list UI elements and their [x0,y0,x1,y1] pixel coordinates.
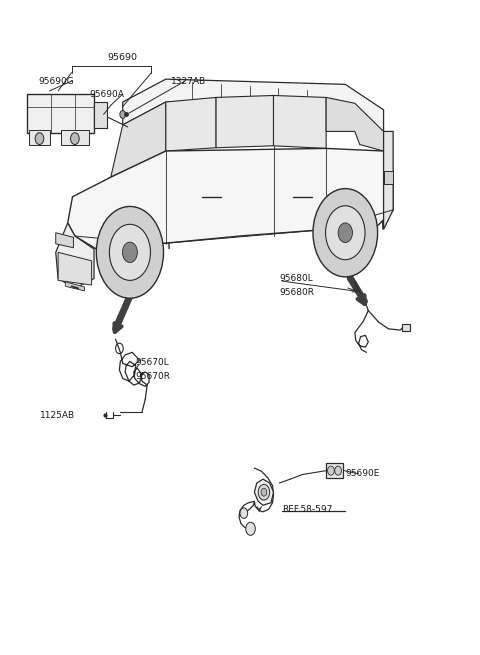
Text: 1125AB: 1125AB [40,411,75,420]
Polygon shape [29,130,50,145]
Circle shape [338,223,352,242]
Polygon shape [326,98,384,151]
Polygon shape [384,171,393,183]
Circle shape [122,242,137,263]
Polygon shape [166,98,216,151]
Circle shape [313,189,378,277]
Polygon shape [56,233,73,248]
Polygon shape [56,223,94,288]
Polygon shape [111,102,166,177]
Polygon shape [58,252,92,285]
Circle shape [71,133,79,145]
Circle shape [325,206,365,259]
Text: 95680L: 95680L [279,274,313,283]
Circle shape [96,206,164,298]
Text: 95690G: 95690G [38,77,74,86]
Polygon shape [27,94,94,134]
Polygon shape [384,132,393,229]
Circle shape [261,488,267,496]
Circle shape [120,111,126,119]
Text: 95690A: 95690A [89,90,124,99]
Text: 95670R: 95670R [136,372,171,381]
Polygon shape [216,96,274,148]
Text: 1327AB: 1327AB [170,77,206,86]
Polygon shape [94,102,108,128]
Polygon shape [274,96,326,149]
Circle shape [246,522,255,535]
Circle shape [35,133,44,145]
Circle shape [335,466,341,476]
Text: REF.58-597: REF.58-597 [282,505,333,514]
Polygon shape [65,282,84,291]
Polygon shape [68,149,393,249]
Text: 95690E: 95690E [345,470,380,478]
Text: 95670L: 95670L [136,358,169,367]
Circle shape [258,484,270,500]
Polygon shape [123,79,384,132]
Circle shape [327,466,334,476]
Text: 95690: 95690 [108,53,138,62]
Polygon shape [60,130,89,145]
Text: 95680R: 95680R [279,288,314,297]
Circle shape [109,224,150,280]
Polygon shape [402,324,410,331]
Polygon shape [254,479,274,505]
Polygon shape [326,464,343,478]
Circle shape [240,508,248,518]
